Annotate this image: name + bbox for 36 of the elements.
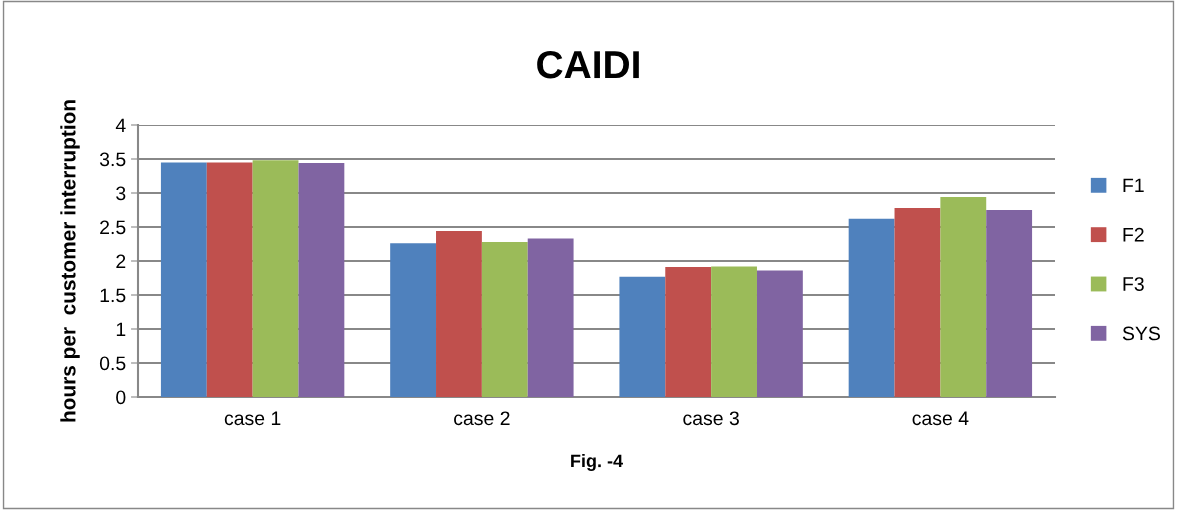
y-tick-label: 4 [115, 118, 126, 133]
bar [160, 162, 207, 397]
bar [894, 207, 941, 397]
y-tick-label: 1.5 [100, 288, 126, 303]
bar [206, 162, 253, 397]
x-tick-label: case 3 [683, 411, 739, 426]
bar [940, 197, 987, 397]
y-tick-label: 2.5 [100, 220, 126, 235]
bar [481, 241, 528, 397]
y-axis-title: hours per customer interruption [60, 100, 80, 422]
legend-label: F3 [1123, 277, 1144, 291]
chart-title: CAIDI [537, 50, 639, 79]
bar [711, 266, 757, 397]
x-axis-title: Fig. -4 [571, 454, 623, 471]
bar [252, 160, 299, 397]
bar [848, 218, 895, 397]
y-tick-label: 0.5 [99, 356, 126, 371]
y-tick-label: 3 [116, 186, 126, 201]
x-tick-label: case 1 [224, 411, 281, 426]
bar [390, 243, 437, 397]
bar [298, 163, 345, 397]
y-tick-label: 0 [116, 390, 126, 405]
bar [665, 267, 712, 397]
x-tick-label: case 4 [912, 411, 969, 426]
bar [619, 276, 666, 397]
legend-label: F2 [1123, 227, 1144, 242]
y-tick-label: 2 [116, 254, 126, 269]
y-tick-label: 3.5 [99, 152, 126, 167]
legend-label: SYS [1122, 326, 1160, 341]
y-tick-label: 1 [116, 322, 126, 337]
legend-label: F1 [1123, 178, 1144, 193]
bar [756, 270, 803, 397]
bar [436, 231, 482, 397]
bar [527, 238, 574, 397]
bar [986, 210, 1033, 397]
x-tick-label: case 2 [454, 411, 510, 426]
